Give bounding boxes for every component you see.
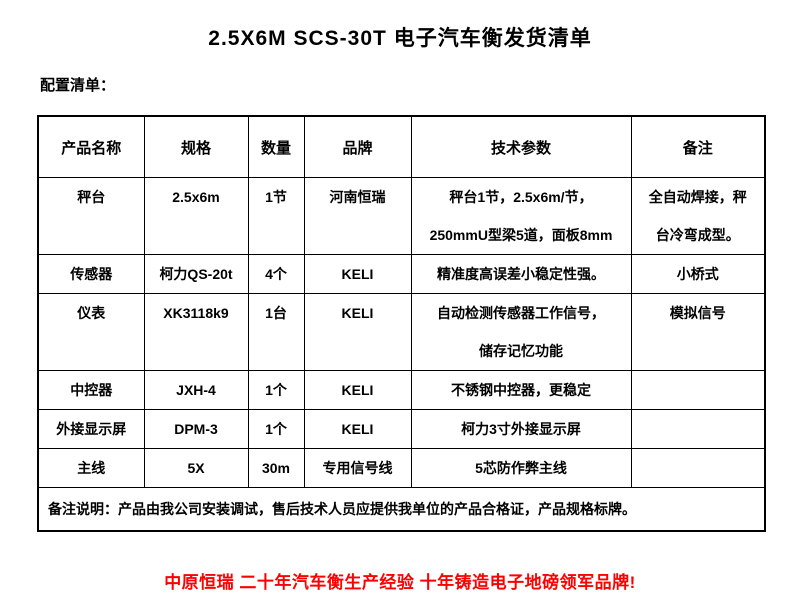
quantity-cell: 1个 — [247, 409, 305, 449]
tech-params-cell: 5芯防作弊主线 — [410, 448, 632, 488]
remarks-cell — [630, 448, 766, 488]
tech-params-cell: 自动检测传感器工作信号， 储存记忆功能 — [410, 293, 632, 371]
brand-slogan: 中原恒瑞 二十年汽车衡生产经验 十年铸造电子地磅领军品牌! — [164, 573, 636, 592]
brand-cell: KELI — [303, 293, 412, 371]
quantity-cell: 4个 — [247, 254, 305, 294]
brand-cell: 河南恒瑞 — [303, 177, 412, 255]
col-header-spec: 规格 — [143, 115, 249, 178]
spec-cell: 5X — [143, 448, 249, 488]
tech-params-cell: 精准度高误差小稳定性强。 — [410, 254, 632, 294]
tech-params-cell: 柯力3寸外接显示屏 — [410, 409, 632, 449]
col-header-tech-params: 技术参数 — [410, 115, 632, 178]
table-row: 主线 5X 30m 专用信号线 5芯防作弊主线 — [37, 448, 766, 488]
brand-cell: 专用信号线 — [303, 448, 412, 488]
col-header-brand: 品牌 — [303, 115, 412, 178]
spec-cell: XK3118k9 — [143, 293, 249, 371]
remarks-cell — [630, 409, 766, 449]
table-header-row: 产品名称 规格 数量 品牌 技术参数 备注 — [37, 115, 766, 178]
tech-params-cell: 秤台1节，2.5x6m/节， 250mmU型梁5道，面板8mm — [410, 177, 632, 255]
table-row: 中控器 JXH-4 1个 KELI 不锈钢中控器，更稳定 — [37, 370, 766, 410]
product-name-cell: 中控器 — [37, 370, 145, 410]
page-title: 2.5X6M SCS-30T 电子汽车衡发货清单 — [208, 27, 592, 50]
spec-cell: DPM-3 — [143, 409, 249, 449]
shipping-list-table: 产品名称 规格 数量 品牌 技术参数 备注 秤台 2.5x6m 1节 河南恒瑞 … — [37, 115, 766, 532]
remarks-cell: 模拟信号 — [630, 293, 766, 371]
col-header-product-name: 产品名称 — [37, 115, 145, 178]
config-list-label: 配置清单： — [40, 77, 116, 94]
spec-cell: JXH-4 — [143, 370, 249, 410]
col-header-remarks: 备注 — [630, 115, 766, 178]
brand-cell: KELI — [303, 370, 412, 410]
table-row: 外接显示屏 DPM-3 1个 KELI 柯力3寸外接显示屏 — [37, 409, 766, 449]
brand-cell: KELI — [303, 409, 412, 449]
table-row: 传感器 柯力QS-20t 4个 KELI 精准度高误差小稳定性强。 小桥式 — [37, 254, 766, 294]
remarks-cell: 全自动焊接，秤 台冷弯成型。 — [630, 177, 766, 255]
product-name-cell: 传感器 — [37, 254, 145, 294]
quantity-cell: 1台 — [247, 293, 305, 371]
footnote-cell: 备注说明：产品由我公司安装调试，售后技术人员应提供我单位的产品合格证，产品规格标… — [37, 487, 766, 532]
quantity-cell: 1个 — [247, 370, 305, 410]
product-name-cell: 仪表 — [37, 293, 145, 371]
spec-cell: 柯力QS-20t — [143, 254, 249, 294]
quantity-cell: 30m — [247, 448, 305, 488]
quantity-cell: 1节 — [247, 177, 305, 255]
remarks-cell: 小桥式 — [630, 254, 766, 294]
table-row: 秤台 2.5x6m 1节 河南恒瑞 秤台1节，2.5x6m/节， 250mmU型… — [37, 177, 766, 255]
spec-cell: 2.5x6m — [143, 177, 249, 255]
product-name-cell: 外接显示屏 — [37, 409, 145, 449]
remarks-cell — [630, 370, 766, 410]
product-name-cell: 秤台 — [37, 177, 145, 255]
tech-params-cell: 不锈钢中控器，更稳定 — [410, 370, 632, 410]
col-header-quantity: 数量 — [247, 115, 305, 178]
brand-cell: KELI — [303, 254, 412, 294]
product-name-cell: 主线 — [37, 448, 145, 488]
table-row: 仪表 XK3118k9 1台 KELI 自动检测传感器工作信号， 储存记忆功能 … — [37, 293, 766, 371]
table-footnote-row: 备注说明：产品由我公司安装调试，售后技术人员应提供我单位的产品合格证，产品规格标… — [37, 487, 766, 532]
